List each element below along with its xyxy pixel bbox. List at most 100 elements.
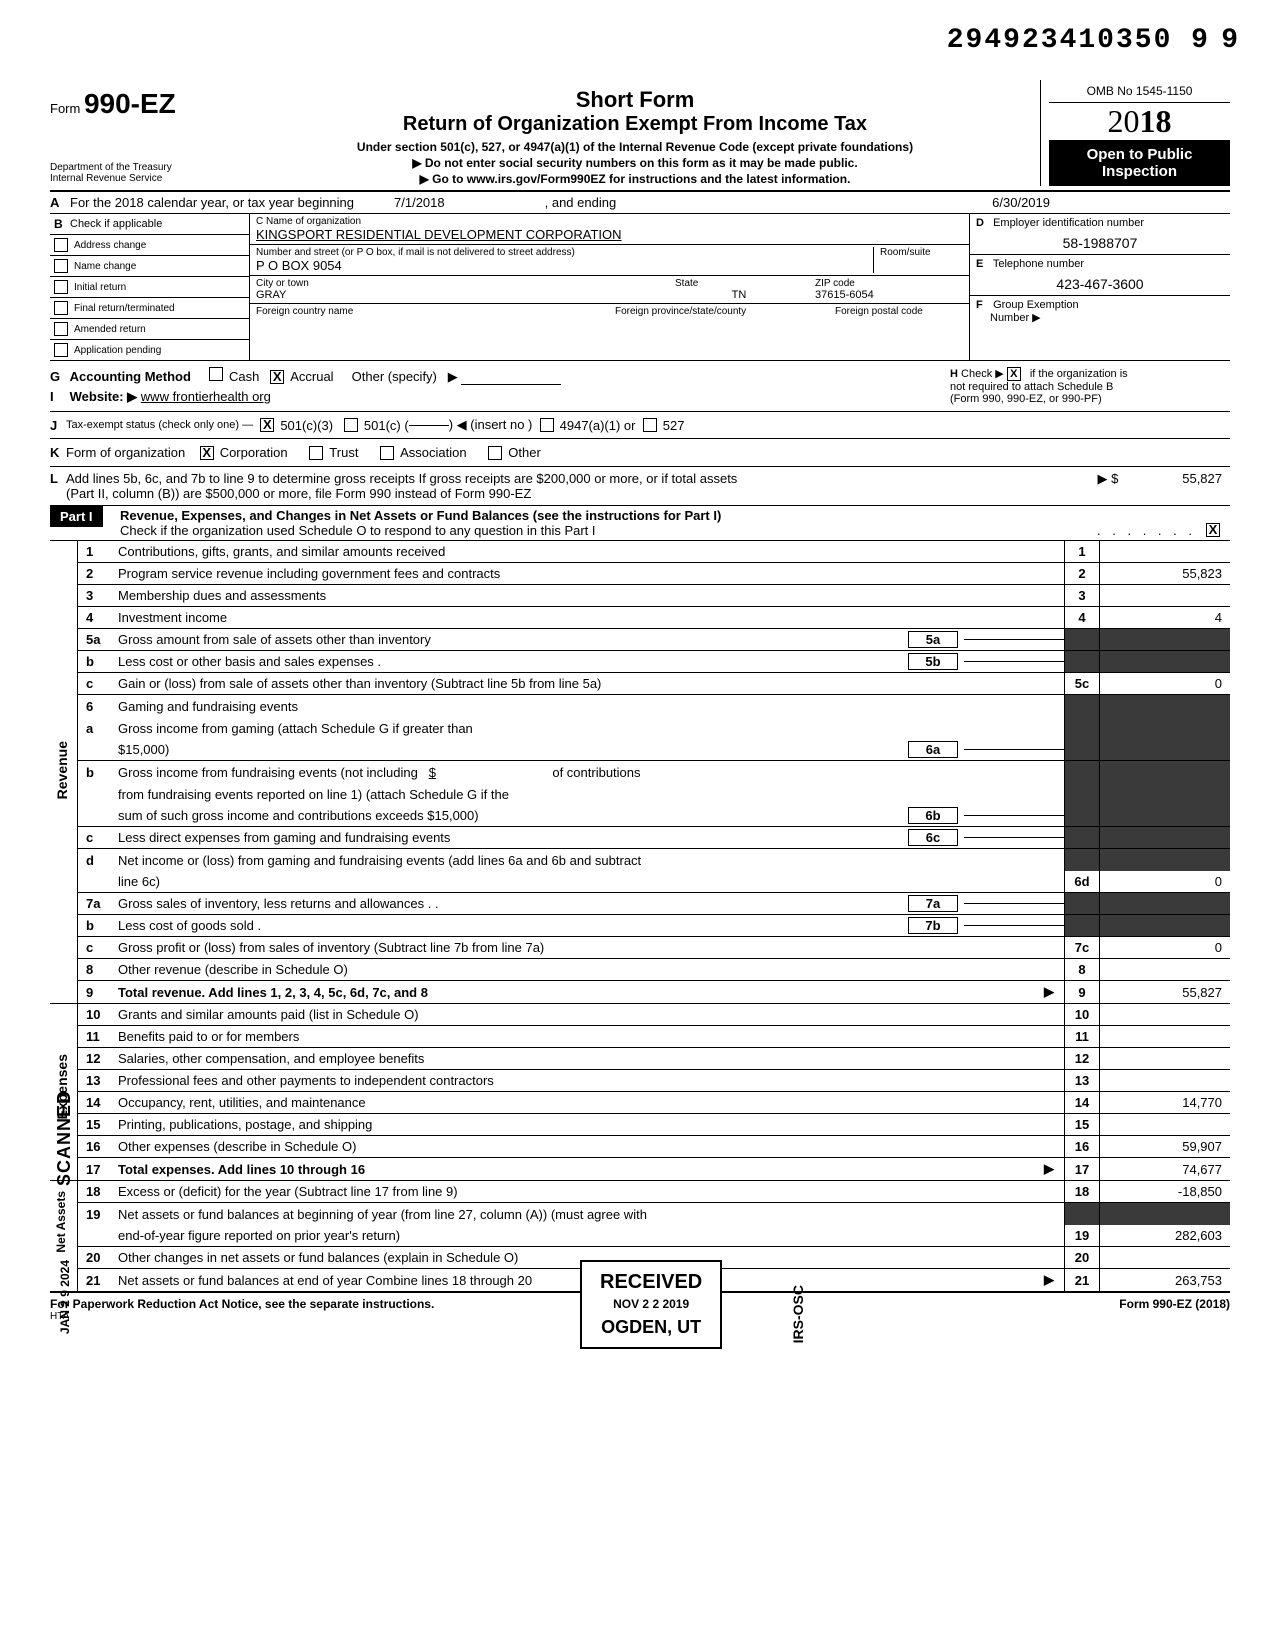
mb: 7a: [908, 895, 958, 912]
accrual-label: Accrual: [290, 369, 333, 384]
other-blank[interactable]: [461, 384, 561, 385]
dept-line2: Internal Revenue Service: [50, 173, 230, 184]
line-19-1: 19Net assets or fund balances at beginni…: [78, 1203, 1230, 1225]
n: 15: [78, 1117, 114, 1132]
h-text2: not required to attach Schedule B: [950, 381, 1230, 393]
n: 14: [78, 1095, 114, 1110]
n: 21: [78, 1273, 114, 1288]
foreign-province-label: Foreign province/state/county: [615, 306, 823, 317]
tax-exempt-label: Tax-exempt status (check only one) —: [66, 419, 253, 431]
ein-label: Employer identification number: [993, 217, 1144, 229]
checkbox-icon[interactable]: [54, 280, 68, 294]
bn: 11: [1064, 1026, 1100, 1047]
501c-blank[interactable]: [409, 425, 449, 426]
line-g: G Accounting Method Cash Accrual Other (…: [50, 367, 950, 385]
cb-amended-return[interactable]: Amended return: [50, 319, 249, 340]
dept-line1: Department of the Treasury: [50, 162, 230, 173]
check-if-applicable: Check if applicable: [70, 218, 162, 230]
scan-date-stamp: JAN 2 9 2024: [58, 1260, 72, 1334]
year-suffix: 18: [1140, 103, 1172, 139]
cb-527[interactable]: [643, 418, 657, 432]
cb-501c[interactable]: [344, 418, 358, 432]
cb-501c3[interactable]: [260, 418, 274, 432]
cb-other-org[interactable]: [488, 446, 502, 460]
line-6c: cLess direct expenses from gaming and fu…: [78, 827, 1230, 849]
c-city-row: City or town GRAY State TN ZIP code 3761…: [250, 276, 969, 304]
v: [1100, 893, 1230, 914]
d: Net assets or fund balances at beginning…: [114, 1207, 1064, 1222]
v: [1100, 1004, 1230, 1025]
v: 282,603: [1100, 1225, 1230, 1246]
d2: of contributions: [552, 765, 640, 780]
line-6b-3: sum of such gross income and contributio…: [78, 805, 1230, 827]
letter-i: I: [50, 389, 66, 404]
v: 0: [1100, 871, 1230, 892]
d: Gross income from fundraising events (no…: [118, 765, 418, 780]
v: 0: [1100, 673, 1230, 694]
omb-number: OMB No 1545-1150: [1049, 80, 1230, 103]
n: b: [78, 765, 114, 780]
line-a-label: For the 2018 calendar year, or tax year …: [70, 195, 354, 210]
checkbox-icon[interactable]: [54, 259, 68, 273]
cb-corporation[interactable]: [200, 446, 214, 460]
n: 20: [78, 1250, 114, 1265]
v: [1100, 915, 1230, 936]
cb-initial-return[interactable]: Initial return: [50, 277, 249, 298]
line-12: 12Salaries, other compensation, and empl…: [78, 1048, 1230, 1070]
cb-no-schedule-b[interactable]: [1007, 367, 1021, 381]
checkbox-icon[interactable]: [54, 238, 68, 252]
mb: 7b: [908, 917, 958, 934]
line-5b: bLess cost or other basis and sales expe…: [78, 651, 1230, 673]
other-org-label: Other: [508, 445, 541, 460]
cb-trust[interactable]: [309, 446, 323, 460]
arrow-icon: ▶: [1044, 1272, 1064, 1288]
cb-cash[interactable]: [209, 367, 223, 381]
n: d: [78, 853, 114, 868]
d: Gross amount from sale of assets other t…: [114, 632, 902, 647]
website-label: Website: ▶: [70, 389, 138, 404]
d: Investment income: [114, 610, 1064, 625]
cash-label: Cash: [229, 369, 259, 384]
cb-application-pending[interactable]: Application pending: [50, 340, 249, 360]
mv: [964, 639, 1064, 640]
name-label: C Name of organization: [256, 216, 963, 227]
open-line: Open to Public: [1053, 146, 1226, 163]
cb-final-return[interactable]: Final return/terminated: [50, 298, 249, 319]
checkbox-icon[interactable]: [54, 343, 68, 357]
cb-association[interactable]: [380, 446, 394, 460]
d: Printing, publications, postage, and shi…: [114, 1117, 1064, 1132]
letter-k: K: [50, 445, 66, 460]
bn: 21: [1064, 1269, 1100, 1291]
other-label: Other (specify): [352, 369, 437, 384]
letter-b: B: [54, 217, 70, 231]
checkbox-icon[interactable]: [54, 301, 68, 315]
cb-name-change[interactable]: Name change: [50, 256, 249, 277]
d: line 6c): [114, 874, 1064, 889]
dln-number: 294923410350 9: [947, 25, 1210, 56]
v: 14,770: [1100, 1092, 1230, 1113]
checkbox-icon[interactable]: [54, 322, 68, 336]
cb-accrual[interactable]: [270, 370, 284, 384]
org-name: KINGSPORT RESIDENTIAL DEVELOPMENT CORPOR…: [256, 227, 963, 242]
cb-address-change[interactable]: Address change: [50, 235, 249, 256]
d: Program service revenue including govern…: [114, 566, 1064, 581]
form-number: Form 990-EZ: [50, 88, 230, 120]
bn: 18: [1064, 1181, 1100, 1202]
h-check-label: Check ▶: [961, 368, 1004, 380]
d: Contributions, gifts, grants, and simila…: [114, 544, 1064, 559]
bn: 7c: [1064, 937, 1100, 958]
dln-stamp: 294923410350 9 9: [947, 25, 1210, 56]
c-name-row: C Name of organization KINGSPORT RESIDEN…: [250, 214, 969, 245]
c-foreign-row: Foreign country name Foreign province/st…: [250, 304, 969, 333]
n: c: [78, 676, 114, 691]
bn: 1: [1064, 541, 1100, 562]
v: 74,677: [1100, 1158, 1230, 1180]
cb-4947[interactable]: [540, 418, 554, 432]
mb: 6b: [908, 807, 958, 824]
v: [1100, 827, 1230, 848]
line-6d-1: dNet income or (loss) from gaming and fu…: [78, 849, 1230, 871]
cb-schedule-o[interactable]: [1206, 523, 1220, 537]
line-18: 18Excess or (deficit) for the year (Subt…: [78, 1181, 1230, 1203]
org-zip: 37615-6054: [815, 289, 963, 301]
d: Total revenue. Add lines 1, 2, 3, 4, 5c,…: [118, 985, 428, 1000]
